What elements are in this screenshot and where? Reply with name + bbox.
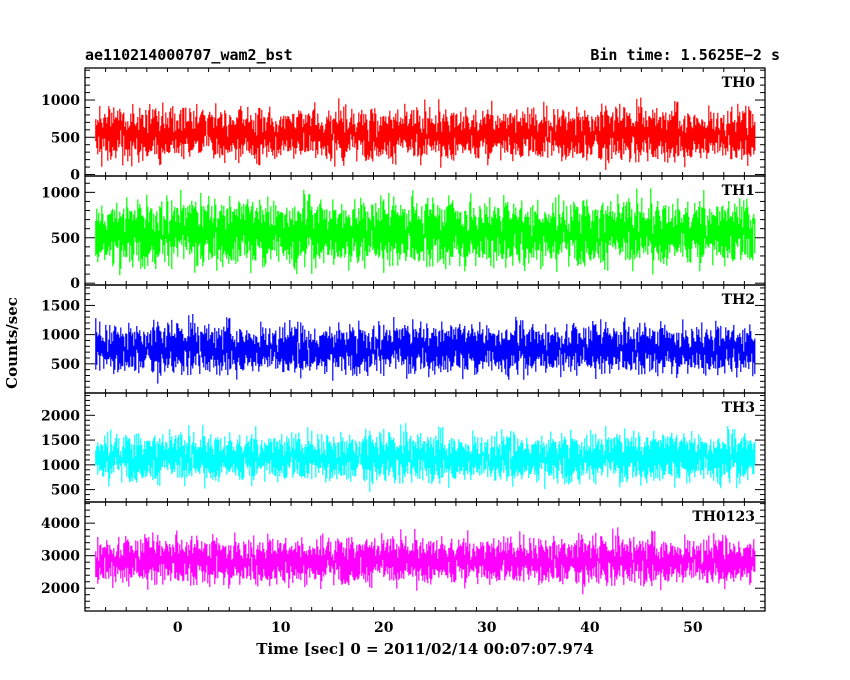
y-tick-label: 1500 <box>41 433 80 449</box>
series-line-th0123 <box>95 527 756 595</box>
series-line-th3 <box>95 423 756 493</box>
y-tick-label: 0 <box>70 168 80 184</box>
panel-frame <box>84 501 766 612</box>
y-tick-label: 2000 <box>41 408 80 424</box>
y-axis-title: Counts/sec <box>3 297 21 389</box>
y-tick-label: 2000 <box>41 581 80 597</box>
y-tick-label: 0 <box>70 276 80 292</box>
y-tick-label: 1500 <box>41 298 80 314</box>
y-tick-label: 3000 <box>41 549 80 565</box>
panel-label-th2: TH2 <box>722 292 755 308</box>
y-tick-label: 1000 <box>41 185 80 201</box>
y-tick-label: 500 <box>51 231 80 247</box>
panel-label-th0123: TH0123 <box>692 509 755 525</box>
y-tick-label: 1000 <box>41 93 80 109</box>
series-line-th0 <box>95 97 756 170</box>
panel-label-th3: TH3 <box>722 400 755 416</box>
panel-th0: 0 500 1000 TH0 <box>41 67 766 184</box>
bin-time-label: Bin time: 1.5625E−2 s <box>590 46 780 64</box>
y-tick-label: 500 <box>51 483 80 499</box>
y-tick-label: 1000 <box>41 458 80 474</box>
x-tick-label: 0 <box>173 620 183 636</box>
panel-th1: 0 500 1000 TH1 <box>41 175 766 292</box>
y-tick-label: 500 <box>51 130 80 146</box>
panel-th3: 500 1000 1500 2000 TH3 <box>41 392 766 503</box>
y-tick-label: 500 <box>51 357 80 373</box>
series-line-th1 <box>95 188 756 276</box>
x-axis-title: Time [sec] 0 = 2011/02/14 00:07:07.974 <box>256 640 593 658</box>
x-tick-label: 50 <box>683 620 703 636</box>
panel-th0123: 2000 3000 4000 TH0123 <box>41 501 766 612</box>
x-tick-label: 20 <box>374 620 394 636</box>
x-tick-label: 40 <box>580 620 600 636</box>
x-tick-label: 30 <box>477 620 497 636</box>
plot-title: ae110214000707_wam2_bst <box>85 46 293 64</box>
panel-label-th1: TH1 <box>722 183 755 199</box>
series-line-th2 <box>95 314 756 384</box>
panel-label-th0: TH0 <box>722 75 756 91</box>
y-tick-label: 1000 <box>41 328 80 344</box>
x-tick-label: 10 <box>271 620 291 636</box>
panel-th2: 500 1000 1500 TH2 <box>41 284 766 394</box>
y-tick-label: 4000 <box>41 516 80 532</box>
